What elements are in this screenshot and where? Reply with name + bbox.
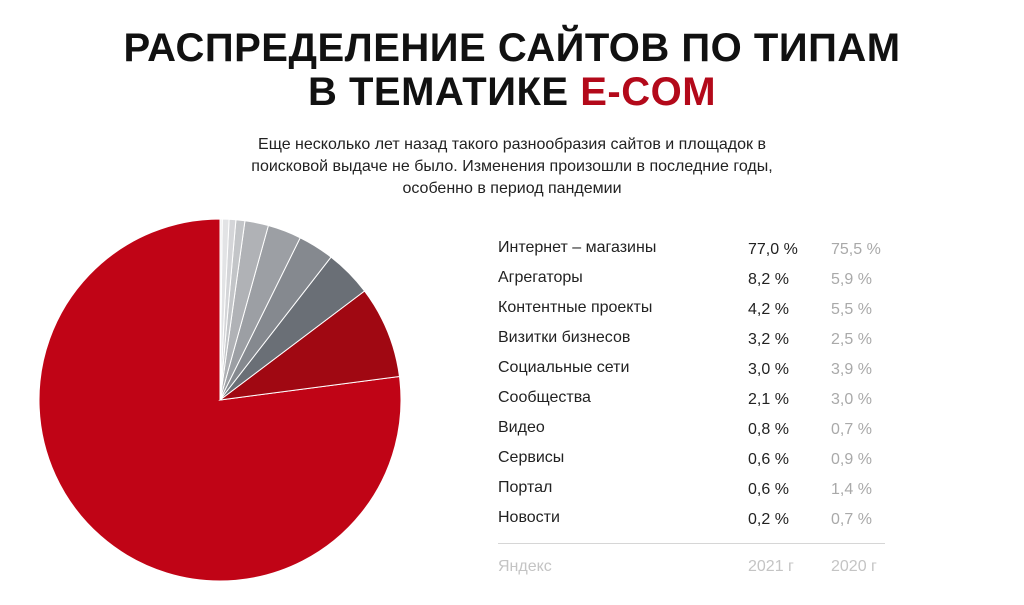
row-value-2021: 3,0 % xyxy=(748,361,789,378)
row-label: Агрегаторы xyxy=(498,269,583,286)
row-value-2021: 3,2 % xyxy=(748,331,789,348)
row-label: Видео xyxy=(498,419,545,436)
row-value-2021: 8,2 % xyxy=(748,271,789,288)
table-row: Интернет – магазины 77,0 % 75,5 % xyxy=(498,237,888,267)
row-value-2021: 77,0 % xyxy=(748,241,798,258)
row-value-2020: 2,5 % xyxy=(831,331,872,348)
row-value-2021: 0,6 % xyxy=(748,481,789,498)
table-footer: Яндекс 2021 г 2020 г xyxy=(498,556,888,578)
subtitle-line-3: особенно в период пандемии xyxy=(402,180,622,197)
row-label: Социальные сети xyxy=(498,359,630,376)
year-2020-label: 2020 г xyxy=(831,558,877,575)
row-label: Портал xyxy=(498,479,553,496)
row-value-2021: 0,6 % xyxy=(748,451,789,468)
row-value-2020: 5,5 % xyxy=(831,301,872,318)
row-value-2020: 75,5 % xyxy=(831,241,881,258)
pie-slice-10 xyxy=(219,218,223,401)
table-divider xyxy=(498,543,885,544)
table-row: Контентные проекты 4,2 % 5,5 % xyxy=(498,297,888,327)
row-value-2020: 3,0 % xyxy=(831,391,872,408)
row-label: Сервисы xyxy=(498,449,565,466)
row-value-2020: 0,9 % xyxy=(831,451,872,468)
row-value-2021: 4,2 % xyxy=(748,301,789,318)
table-row: Сервисы 0,6 % 0,9 % xyxy=(498,447,888,477)
title-line-2-prefix: В ТЕМАТИКЕ xyxy=(307,70,581,114)
row-value-2020: 0,7 % xyxy=(831,511,872,528)
title-line-2: В ТЕМАТИКЕ E-COM xyxy=(0,70,1024,114)
title-line-1: РАСПРЕДЕЛЕНИЕ САЙТОВ ПО ТИПАМ xyxy=(123,26,901,70)
table-row: Сообщества 2,1 % 3,0 % xyxy=(498,387,888,417)
table-row: Портал 0,6 % 1,4 % xyxy=(498,477,888,507)
chart-title: РАСПРЕДЕЛЕНИЕ САЙТОВ ПО ТИПАМ В ТЕМАТИКЕ… xyxy=(0,26,1024,114)
subtitle-line-1: Еще несколько лет назад такого разнообра… xyxy=(258,136,766,153)
row-label: Контентные проекты xyxy=(498,299,653,316)
row-value-2021: 2,1 % xyxy=(748,391,789,408)
table-row: Новости 0,2 % 0,7 % xyxy=(498,507,888,537)
row-value-2020: 5,9 % xyxy=(831,271,872,288)
table-row: Социальные сети 3,0 % 3,9 % xyxy=(498,357,888,387)
row-label: Сообщества xyxy=(498,389,591,406)
subtitle-line-2: поисковой выдаче не было. Изменения прои… xyxy=(251,158,773,175)
row-value-2021: 0,2 % xyxy=(748,511,789,528)
row-label: Новости xyxy=(498,509,560,526)
table-row: Агрегаторы 8,2 % 5,9 % xyxy=(498,267,888,297)
source-label: Яндекс xyxy=(498,558,552,575)
chart-subtitle: Еще несколько лет назад такого разнообра… xyxy=(162,134,862,200)
table-row: Видео 0,8 % 0,7 % xyxy=(498,417,888,447)
pie-chart xyxy=(38,218,402,582)
year-2021-label: 2021 г xyxy=(748,558,794,575)
row-label: Визитки бизнесов xyxy=(498,329,631,346)
row-value-2020: 1,4 % xyxy=(831,481,872,498)
title-accent: E-COM xyxy=(580,70,717,114)
share-table: Интернет – магазины 77,0 % 75,5 % Агрегатор… xyxy=(498,237,888,537)
row-value-2020: 3,9 % xyxy=(831,361,872,378)
pie-slice-1 xyxy=(38,218,402,582)
pie-slice-2 xyxy=(218,290,401,401)
row-label: Интернет – магазины xyxy=(498,239,657,256)
row-value-2021: 0,8 % xyxy=(748,421,789,438)
table-row: Визитки бизнесов 3,2 % 2,5 % xyxy=(498,327,888,357)
row-value-2020: 0,7 % xyxy=(831,421,872,438)
